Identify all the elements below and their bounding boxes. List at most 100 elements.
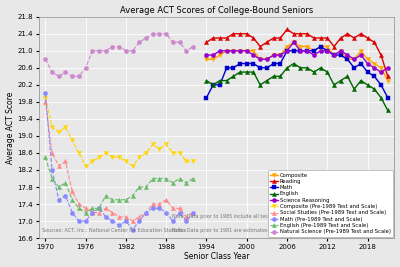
Reading: [224, 36, 229, 40]
Line: Reading: Reading: [204, 28, 390, 78]
Composite (Pre-1989 Test and Scale): [191, 160, 196, 163]
Reading: [218, 36, 222, 40]
Natural Science (Pre-1989 Test and Scale): [70, 75, 75, 78]
Composite: [312, 49, 316, 52]
Line: English: English: [204, 61, 390, 112]
English (Pre-1989 Test and Scale): [117, 198, 122, 201]
Social Studies (Pre-1989 Test and Scale): [170, 207, 175, 210]
Natural Science (Pre-1989 Test and Scale): [191, 45, 196, 48]
Math: [365, 70, 370, 74]
Science Reasoning: [345, 53, 350, 57]
Reading: [318, 36, 323, 40]
Math (Pre-1989 Test and Scale): [157, 207, 162, 210]
Science Reasoning: [352, 58, 356, 61]
English: [298, 66, 303, 69]
Science Reasoning: [285, 49, 290, 52]
Composite: [332, 53, 336, 57]
Science Reasoning: [298, 49, 303, 52]
English (Pre-1989 Test and Scale): [50, 177, 54, 180]
English (Pre-1989 Test and Scale): [97, 207, 102, 210]
English (Pre-1989 Test and Scale): [170, 181, 175, 184]
Science Reasoning: [244, 49, 249, 52]
Social Studies (Pre-1989 Test and Scale): [164, 198, 168, 201]
Science Reasoning: [379, 70, 384, 74]
English (Pre-1989 Test and Scale): [157, 177, 162, 180]
Reading: [231, 32, 236, 35]
Reading: [298, 32, 303, 35]
English (Pre-1989 Test and Scale): [130, 194, 135, 197]
Composite (Pre-1989 Test and Scale): [124, 160, 128, 163]
Composite (Pre-1989 Test and Scale): [177, 151, 182, 155]
Social Studies (Pre-1989 Test and Scale): [117, 215, 122, 218]
English: [271, 75, 276, 78]
Reading: [379, 53, 384, 57]
Math: [318, 45, 323, 48]
Legend: Composite, Reading, Math, English, Science Reasoning, Composite (Pre-1989 Test a: Composite, Reading, Math, English, Scien…: [268, 170, 393, 237]
Math (Pre-1989 Test and Scale): [63, 194, 68, 197]
Science Reasoning: [385, 66, 390, 69]
Math (Pre-1989 Test and Scale): [97, 207, 102, 210]
Composite: [251, 49, 256, 52]
Natural Science (Pre-1989 Test and Scale): [76, 75, 81, 78]
English: [325, 70, 330, 74]
Natural Science (Pre-1989 Test and Scale): [184, 49, 189, 52]
Reading: [204, 41, 209, 44]
Social Studies (Pre-1989 Test and Scale): [50, 151, 54, 155]
Science Reasoning: [305, 49, 310, 52]
Reading: [345, 32, 350, 35]
Social Studies (Pre-1989 Test and Scale): [130, 219, 135, 223]
Composite: [211, 58, 216, 61]
Science Reasoning: [251, 53, 256, 57]
English: [264, 79, 269, 82]
English: [285, 66, 290, 69]
Composite (Pre-1989 Test and Scale): [50, 126, 54, 129]
Math: [312, 49, 316, 52]
Math (Pre-1989 Test and Scale): [76, 219, 81, 223]
Math (Pre-1989 Test and Scale): [191, 211, 196, 214]
Title: Average ACT Scores of College-Bound Seniors: Average ACT Scores of College-Bound Seni…: [120, 6, 313, 15]
Reading: [271, 36, 276, 40]
Social Studies (Pre-1989 Test and Scale): [144, 211, 148, 214]
Science Reasoning: [318, 49, 323, 52]
Math (Pre-1989 Test and Scale): [110, 219, 115, 223]
Composite (Pre-1989 Test and Scale): [184, 160, 189, 163]
Math (Pre-1989 Test and Scale): [50, 168, 54, 172]
English: [352, 88, 356, 91]
Composite: [224, 49, 229, 52]
Composite: [278, 53, 283, 57]
Math: [264, 66, 269, 69]
X-axis label: Senior Class Year: Senior Class Year: [184, 252, 249, 261]
Math: [278, 62, 283, 65]
Math: [305, 49, 310, 52]
English (Pre-1989 Test and Scale): [191, 177, 196, 180]
Math: [244, 62, 249, 65]
English: [312, 70, 316, 74]
Composite (Pre-1989 Test and Scale): [103, 151, 108, 155]
Natural Science (Pre-1989 Test and Scale): [157, 32, 162, 35]
Composite (Pre-1989 Test and Scale): [157, 147, 162, 150]
Math (Pre-1989 Test and Scale): [144, 211, 148, 214]
Composite (Pre-1989 Test and Scale): [117, 156, 122, 159]
Science Reasoning: [224, 49, 229, 52]
Science Reasoning: [338, 49, 343, 52]
Line: Social Studies (Pre-1989 Test and Scale): Social Studies (Pre-1989 Test and Scale): [43, 100, 195, 223]
English (Pre-1989 Test and Scale): [83, 211, 88, 214]
Reading: [312, 36, 316, 40]
Natural Science (Pre-1989 Test and Scale): [83, 66, 88, 69]
Composite (Pre-1989 Test and Scale): [144, 151, 148, 155]
Science Reasoning: [238, 49, 242, 52]
English: [291, 62, 296, 65]
Reading: [238, 32, 242, 35]
Line: Composite (Pre-1989 Test and Scale): Composite (Pre-1989 Test and Scale): [43, 96, 195, 168]
Composite: [285, 45, 290, 48]
English: [258, 83, 262, 87]
Reading: [338, 36, 343, 40]
Line: Math (Pre-1989 Test and Scale): Math (Pre-1989 Test and Scale): [43, 91, 195, 232]
English (Pre-1989 Test and Scale): [110, 198, 115, 201]
Math (Pre-1989 Test and Scale): [124, 219, 128, 223]
Composite: [204, 58, 209, 61]
Math (Pre-1989 Test and Scale): [56, 198, 61, 201]
Science Reasoning: [278, 53, 283, 57]
Natural Science (Pre-1989 Test and Scale): [63, 70, 68, 74]
English (Pre-1989 Test and Scale): [177, 177, 182, 180]
